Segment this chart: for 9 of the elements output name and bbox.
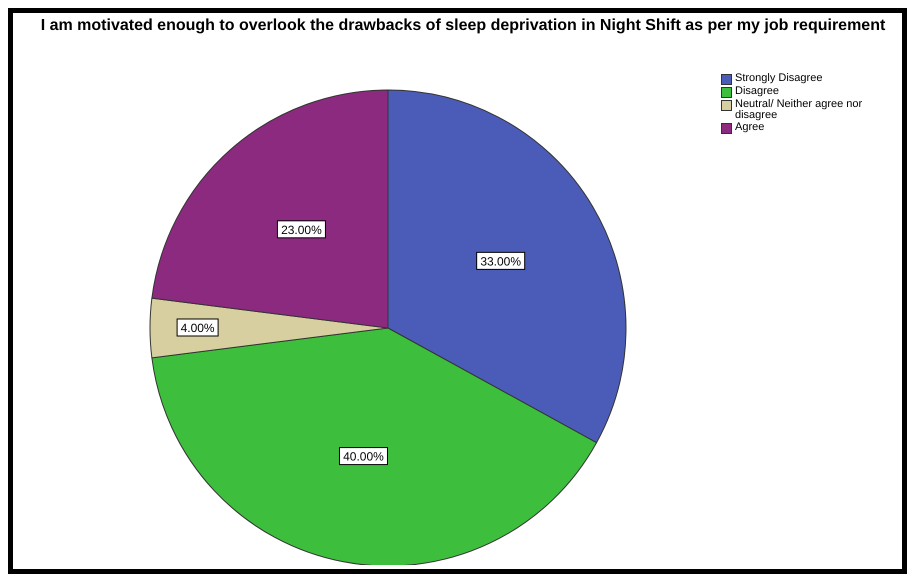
- chart-title: I am motivated enough to overlook the drawbacks of sleep deprivation in Night Shift as per my job requirement: [40, 17, 886, 34]
- legend-label: Strongly Disagree: [735, 72, 824, 84]
- data-label: 23.00%: [281, 222, 322, 237]
- legend-label: Agree: [735, 121, 766, 133]
- data-label: 33.00%: [480, 254, 522, 268]
- data-label: 40.00%: [343, 450, 384, 464]
- data-label: 4.00%: [180, 321, 215, 335]
- legend-label: Neutral/ Neither agree nor disagree: [735, 98, 864, 121]
- legend-label: Disagree: [735, 85, 780, 97]
